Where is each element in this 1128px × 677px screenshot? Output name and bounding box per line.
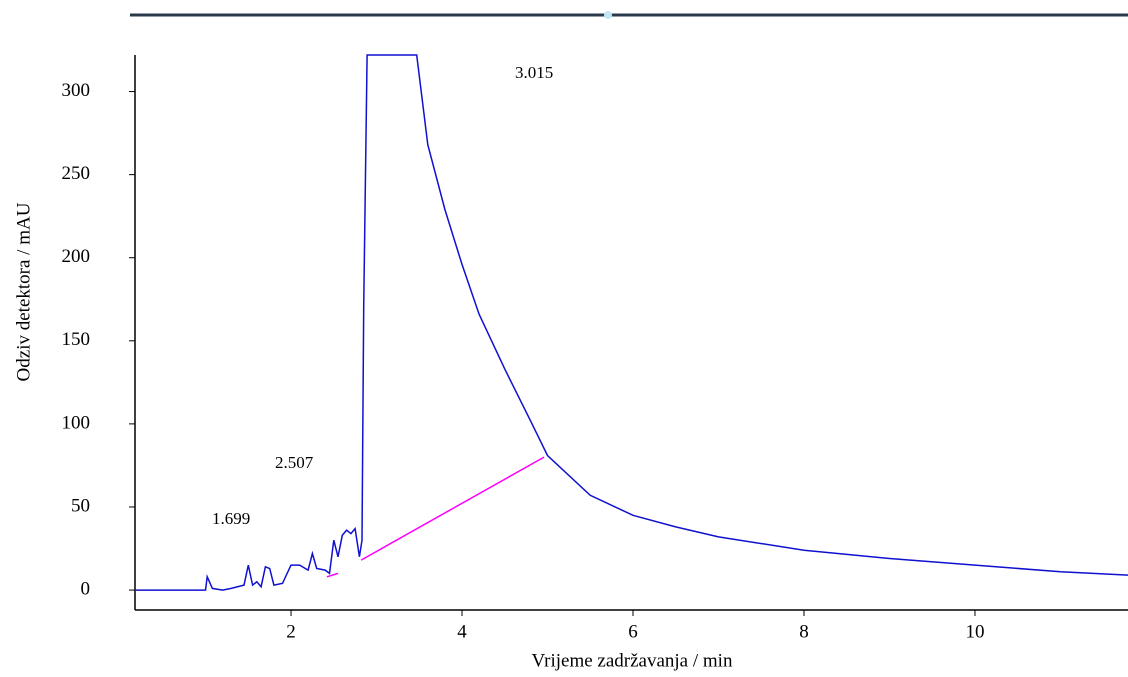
series-line xyxy=(135,54,1128,591)
y-axis-title: Odziv detektora / mAU xyxy=(13,202,34,381)
x-tick-label: 10 xyxy=(965,621,984,642)
y-tick-label: 150 xyxy=(62,329,91,350)
x-axis-title: Vrijeme zadržavanja / min xyxy=(532,650,733,671)
x-tick-label: 6 xyxy=(628,621,638,642)
y-tick-label: 100 xyxy=(62,412,91,433)
top-bar-handle xyxy=(604,11,612,19)
series-line xyxy=(326,456,545,578)
x-tick-label: 8 xyxy=(799,621,809,642)
y-tick-label: 200 xyxy=(62,246,91,267)
peak-label: 1.699 xyxy=(212,509,250,528)
y-tick-label: 0 xyxy=(81,578,91,599)
y-tick-label: 50 xyxy=(71,495,90,516)
x-tick-label: 2 xyxy=(286,621,296,642)
y-tick-label: 250 xyxy=(62,163,91,184)
peak-label: 2.507 xyxy=(275,453,314,472)
peak-label: 3.015 xyxy=(515,63,553,82)
x-tick-label: 4 xyxy=(457,621,467,642)
y-tick-label: 300 xyxy=(62,80,91,101)
